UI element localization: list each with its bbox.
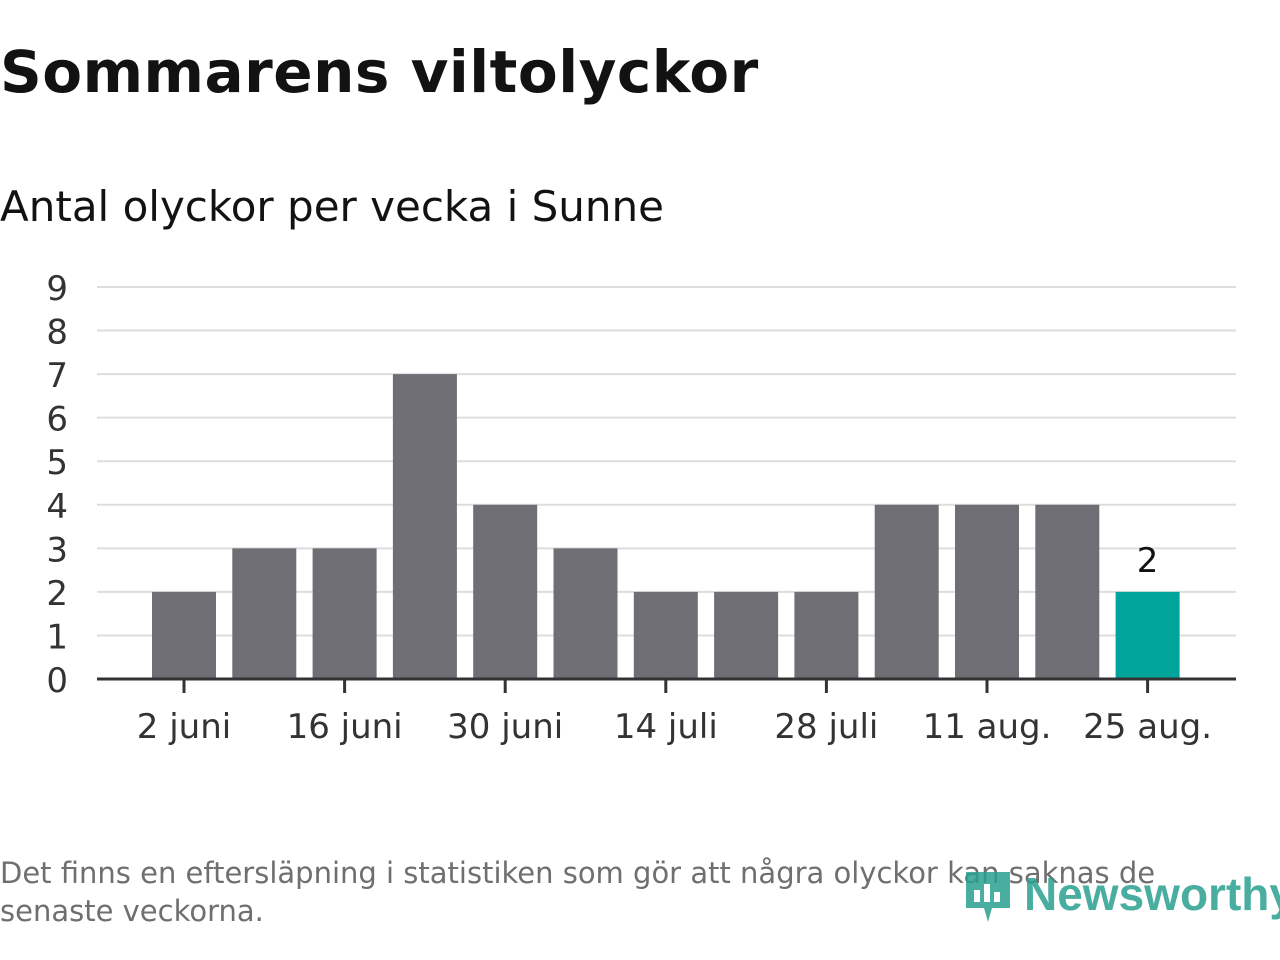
bar [794, 591, 859, 679]
y-tick-label: 7 [46, 356, 68, 396]
y-tick-label: 1 [46, 617, 68, 657]
y-tick-label: 9 [46, 269, 68, 309]
bar [392, 374, 457, 679]
footnote: Det finns en eftersläpning i statistiken… [0, 856, 1156, 928]
x-tick-label: 28 juli [774, 707, 878, 747]
newsworthy-logo-icon [966, 872, 1010, 922]
x-tick-label: 16 juni [287, 707, 403, 747]
y-tick-label: 0 [46, 661, 68, 701]
x-tick-label: 25 aug. [1083, 707, 1212, 747]
y-tick-label: 5 [46, 443, 68, 483]
bar [874, 504, 939, 679]
brand-logo: Newsworthy [962, 862, 1280, 926]
y-tick-label: 4 [46, 487, 68, 527]
bar [473, 504, 538, 679]
x-tick-label: 30 juni [447, 707, 563, 747]
x-tick-label: 14 juli [614, 707, 718, 747]
bar [152, 591, 216, 679]
y-tick-label: 3 [46, 530, 68, 570]
bars [152, 374, 1180, 679]
bar [714, 591, 779, 679]
data-label: 2 [1137, 541, 1159, 581]
brand-name: Newsworthy [1024, 868, 1280, 920]
chart-subtitle: Antal olyckor per vecka i Sunne [0, 182, 664, 231]
bar [633, 591, 698, 679]
bar [955, 504, 1019, 679]
y-tick-label: 2 [46, 574, 68, 614]
y-tick-label: 8 [46, 313, 68, 353]
bar [232, 548, 297, 679]
bar [553, 548, 618, 679]
bar [1035, 504, 1100, 679]
data-labels: 2 [1137, 541, 1159, 581]
chart-title: Sommarens viltolyckor [0, 38, 759, 106]
x-axis-ticks: 2 juni 16 juni 30 juni 14 juli 28 juli 11 aug… [137, 679, 1212, 747]
y-tick-label: 6 [46, 400, 68, 440]
bar [1115, 591, 1180, 679]
bar [312, 548, 377, 679]
x-tick-label: 11 aug. [923, 707, 1052, 747]
x-tick-label: 2 juni [137, 707, 231, 747]
